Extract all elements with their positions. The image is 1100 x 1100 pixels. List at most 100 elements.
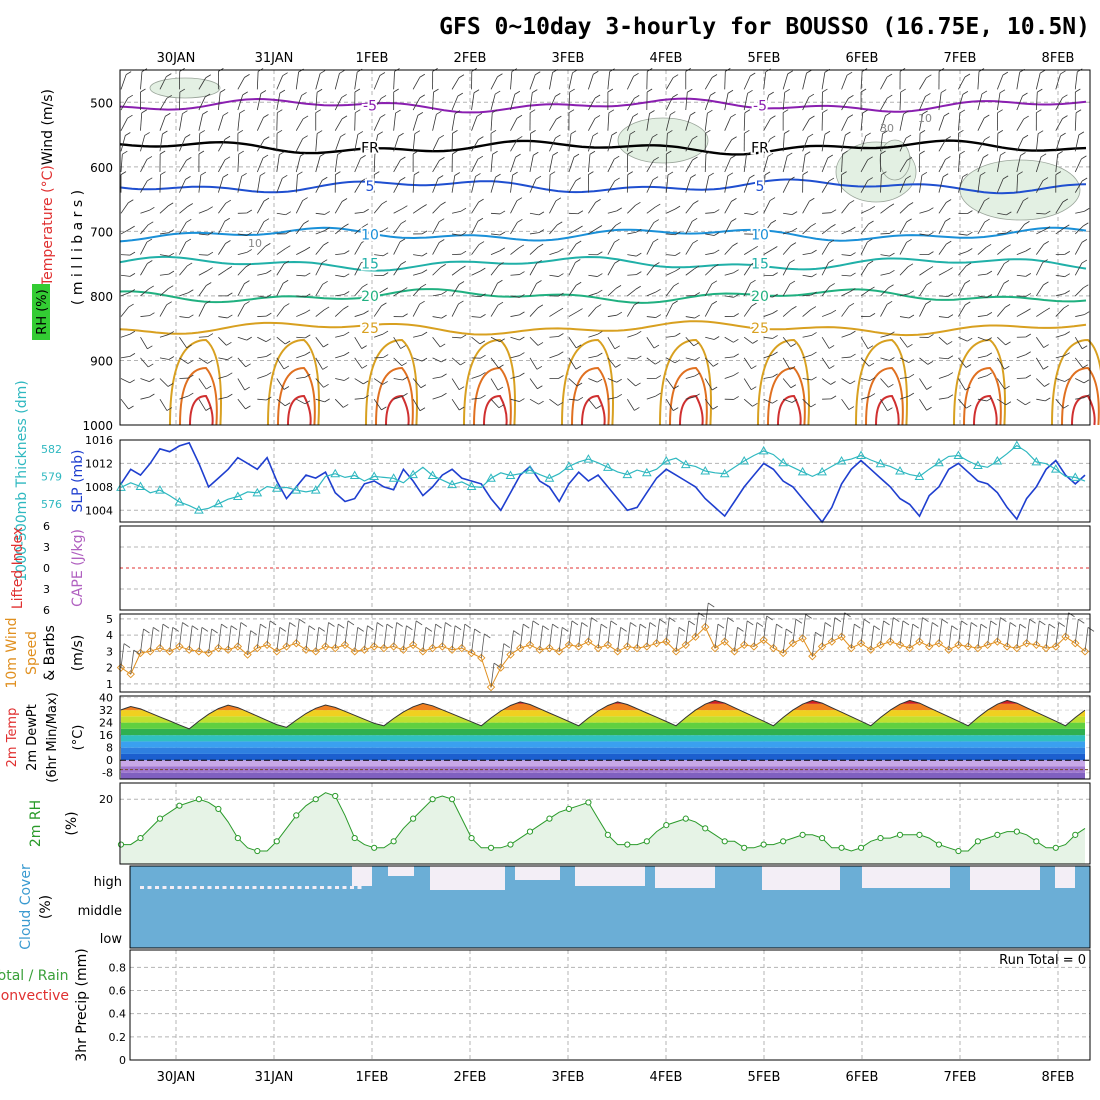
wind-barb-flag: [498, 364, 504, 369]
wind-barb-flag: [1043, 281, 1049, 286]
wind-barb-flag: [1036, 109, 1042, 114]
wind-barb-flag: [435, 623, 442, 629]
wind-barb-flag: [1025, 374, 1032, 379]
wind-barb-flag: [227, 372, 233, 377]
wind-barb-flag: [246, 232, 253, 236]
wind-barb: [237, 176, 243, 193]
wind-barb-flag: [558, 375, 564, 379]
wind-barb: [452, 336, 462, 339]
wind-barb: [665, 174, 669, 193]
wind-barb-flag: [187, 203, 193, 207]
wind-barb-flag: [594, 94, 601, 99]
thickness-point: [544, 473, 555, 482]
wind-barb-flag: [752, 402, 758, 407]
wind-barb: [753, 622, 758, 647]
wind-barb-flag: [440, 264, 446, 268]
wind-barb-flag: [382, 252, 389, 257]
wind-barb-flag: [733, 372, 739, 376]
wind-barb-flag: [1003, 280, 1010, 284]
wind-barb-flag: [690, 111, 696, 116]
thickness-point: [505, 470, 516, 480]
thickness-point: [700, 465, 711, 475]
wind-barb-flag: [707, 109, 713, 114]
wind-barb-flag: [1064, 290, 1070, 294]
wind-barb-flag: [374, 150, 381, 155]
wind-barb-flag: [304, 246, 311, 251]
wind-barb: [1016, 200, 1024, 214]
wind-speed-point: [516, 643, 525, 653]
wind-barb: [802, 154, 806, 173]
cloud-gap-thin: [327, 886, 332, 889]
wind-barb: [1074, 337, 1083, 349]
wind-barb-flag: [1048, 623, 1056, 629]
wind-speed-point: [457, 643, 466, 653]
wind-barb: [802, 335, 812, 338]
wind-speed-point: [204, 648, 213, 658]
wind-barb-flag: [615, 221, 621, 226]
wind-barb-flag: [552, 623, 559, 629]
wind-barb-flag: [744, 109, 751, 114]
wind-barb-flag: [1064, 378, 1070, 382]
wind-barb-flag: [751, 386, 757, 391]
wind-barb: [646, 113, 650, 131]
wind-barb: [412, 357, 423, 362]
wind-barb: [997, 212, 1007, 216]
rh-point: [1052, 844, 1059, 851]
wind-barb-flag: [905, 175, 911, 180]
wind-barb-flag: [772, 351, 778, 356]
wind-barb: [471, 336, 481, 345]
wind-barb-flag: [188, 289, 194, 294]
wind-barb-flag: [906, 238, 912, 243]
thickness-point: [232, 491, 243, 500]
thickness-point: [603, 462, 613, 471]
wind-barb: [256, 175, 261, 193]
wind-barb: [802, 252, 812, 255]
wind-barb-flag: [1081, 177, 1088, 182]
wind-barb-flag: [772, 373, 778, 378]
wind-barb-flag: [1062, 94, 1068, 99]
wind-barb-flag: [805, 614, 812, 619]
wind-barb-flag: [1040, 153, 1047, 158]
thickness-point: [817, 466, 827, 476]
wind-barb: [179, 137, 186, 152]
wind-barb-flag: [926, 74, 932, 79]
wind-barb-flag: [919, 130, 926, 134]
wind-barb: [218, 336, 227, 346]
wind-barb-flag: [1004, 365, 1010, 370]
wind-barb-flag: [1003, 260, 1010, 264]
wind-barb: [237, 357, 246, 368]
wind-barb-flag: [850, 272, 856, 277]
wind-barb: [997, 247, 1006, 255]
wind-barb-flag: [182, 110, 188, 115]
wind-barb: [880, 378, 889, 388]
wind-barb-flag: [421, 252, 428, 257]
temp-ylabel: 2m Temp: [5, 708, 20, 768]
wind-barb-flag: [230, 625, 238, 631]
wind-barb: [899, 395, 909, 400]
wind-barb-flag: [1004, 385, 1010, 390]
wind-barb: [626, 134, 631, 152]
wind-barb-flag: [769, 197, 776, 201]
wind-barb: [1074, 287, 1084, 297]
wind-barb: [393, 136, 399, 152]
wind-barb-flag: [198, 150, 205, 155]
wind-barb-flag: [673, 407, 679, 411]
wind-barb: [646, 336, 655, 349]
wind-barb: [646, 265, 655, 276]
wind-speed-point: [691, 632, 700, 641]
wind-barb-flag: [947, 372, 954, 376]
wind-barb: [685, 268, 695, 276]
wind-barb: [529, 263, 538, 276]
wind-barb: [354, 286, 363, 297]
slp-ylabel: SLP (mb): [70, 449, 86, 512]
thickness-point: [271, 483, 282, 492]
wind-barb: [997, 398, 1007, 406]
wind-barb-flag: [128, 199, 134, 204]
wind-barb-flag: [845, 131, 851, 136]
wind-barb: [665, 303, 674, 317]
wind-barb: [334, 97, 343, 111]
wind-barb-flag: [928, 251, 934, 255]
wind-barb: [860, 180, 869, 193]
wind-barb-flag: [791, 399, 798, 403]
wind-barb: [666, 208, 676, 214]
